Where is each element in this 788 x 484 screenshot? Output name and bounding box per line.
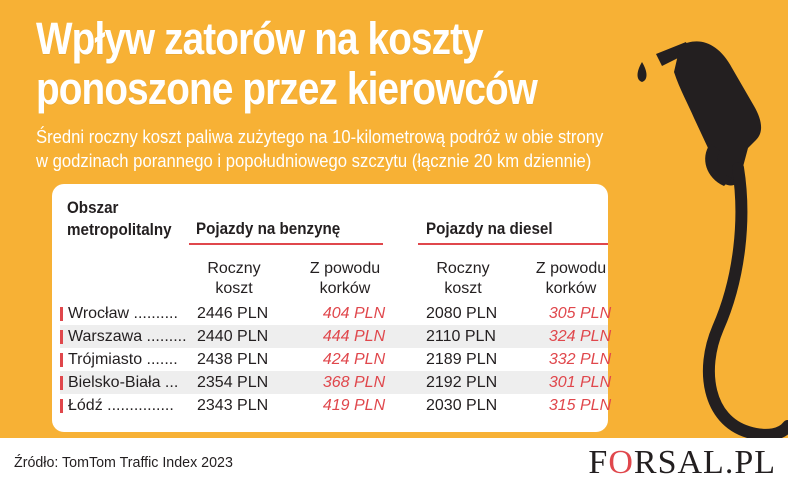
benzyna-jam-cell: 419 PLN <box>322 397 386 414</box>
row-marker <box>60 353 63 367</box>
table-body: Wrocław .......... 2446 PLN 404 PLN 2080… <box>60 302 611 417</box>
footer-bar <box>0 438 788 484</box>
city-cell: Bielsko-Biała ... <box>68 374 179 391</box>
source-note: Źródło: TomTom Traffic Index 2023 <box>14 454 233 471</box>
benzyna-cost-cell: 2354 PLN <box>197 374 269 391</box>
subheader-line: koszt <box>444 280 482 297</box>
diesel-cost-cell: 2030 PLN <box>426 397 498 414</box>
subheader-line: Roczny <box>436 260 490 277</box>
row-marker <box>60 330 63 344</box>
table-row: Trójmiasto ....... 2438 PLN 424 PLN 2189… <box>60 348 611 371</box>
area-header-line-2: metropolitalny <box>67 221 172 239</box>
diesel-column-header: Pojazdy na diesel <box>426 220 553 238</box>
subheader-line: Roczny <box>207 260 261 277</box>
logo-part: RSAL.PL <box>633 444 776 481</box>
benzyna-jam-cell: 368 PLN <box>322 374 386 391</box>
city-cell: Wrocław .......... <box>68 305 178 322</box>
table-row: Warszawa ......... 2440 PLN 444 PLN 2110… <box>60 325 611 348</box>
table-row: Wrocław .......... 2446 PLN 404 PLN 2080… <box>60 302 611 325</box>
forsal-logo: FORSAL.PL <box>588 444 776 482</box>
subheader-line: Z powodu <box>535 260 607 277</box>
benzyna-jam-cell: 424 PLN <box>322 351 386 368</box>
benzyna-jam-cell: 404 PLN <box>322 305 386 322</box>
benzyna-jam-cell: 444 PLN <box>322 328 386 345</box>
subtitle: Średni roczny koszt paliwa zużytego na 1… <box>36 125 603 173</box>
subtitle-line-1: Średni roczny koszt paliwa zużytego na 1… <box>36 126 604 147</box>
row-marker <box>60 399 63 413</box>
title-line-2: ponoszone przez kierowców <box>36 63 538 114</box>
benzyna-cost-cell: 2446 PLN <box>197 305 269 322</box>
logo-part: F <box>588 444 609 481</box>
subheader-line: korków <box>319 280 371 297</box>
benzyna-column-header: Pojazdy na benzynę <box>196 220 341 238</box>
title-line-1: Wpływ zatorów na koszty <box>36 13 484 64</box>
diesel-jam-cell: 332 PLN <box>548 351 612 368</box>
benzyna-cost-cell: 2438 PLN <box>197 351 269 368</box>
diesel-cost-cell: 2110 PLN <box>426 328 496 345</box>
city-cell: Łódź ............... <box>68 397 174 414</box>
fuel-pump-nozzle-icon <box>637 41 788 441</box>
diesel-cost-subheader: Roczny koszt <box>413 259 513 299</box>
subheader-line: koszt <box>215 280 253 297</box>
table-row: Łódź ............... 2343 PLN 419 PLN 20… <box>60 394 611 417</box>
diesel-jam-subheader: Z powodu korków <box>521 259 621 299</box>
diesel-cost-cell: 2192 PLN <box>426 374 498 391</box>
diesel-cost-cell: 2189 PLN <box>426 351 498 368</box>
diesel-jam-cell: 305 PLN <box>548 305 612 322</box>
diesel-jam-cell: 315 PLN <box>548 397 612 414</box>
benzyna-cost-subheader: Roczny koszt <box>184 259 284 299</box>
area-column-header: Obszar metropolitalny <box>67 197 172 241</box>
area-header-line-1: Obszar <box>67 199 119 217</box>
page-title: Wpływ zatorów na koszty ponoszone przez … <box>36 13 538 114</box>
data-table-card: Obszar metropolitalny Pojazdy na benzynę… <box>52 184 611 432</box>
city-cell: Trójmiasto ....... <box>68 351 178 368</box>
diesel-jam-cell: 301 PLN <box>548 374 612 391</box>
row-marker <box>60 307 63 321</box>
table-row: Bielsko-Biała ... 2354 PLN 368 PLN 2192 … <box>60 371 611 394</box>
subheader-line: Z powodu <box>309 260 381 277</box>
diesel-jam-cell: 324 PLN <box>548 328 612 345</box>
logo-accent: O <box>608 444 634 481</box>
benzyna-cost-cell: 2440 PLN <box>197 328 269 345</box>
benzyna-cost-cell: 2343 PLN <box>197 397 269 414</box>
diesel-cost-cell: 2080 PLN <box>426 305 498 322</box>
subtitle-line-2: w godzinach porannego i popołudniowego s… <box>36 150 592 171</box>
benzyna-jam-subheader: Z powodu korków <box>295 259 395 299</box>
benzyna-header-underline <box>189 243 383 245</box>
subheader-line: korków <box>545 280 597 297</box>
diesel-header-underline <box>418 243 608 245</box>
row-marker <box>60 376 63 390</box>
city-cell: Warszawa ......... <box>68 328 187 345</box>
